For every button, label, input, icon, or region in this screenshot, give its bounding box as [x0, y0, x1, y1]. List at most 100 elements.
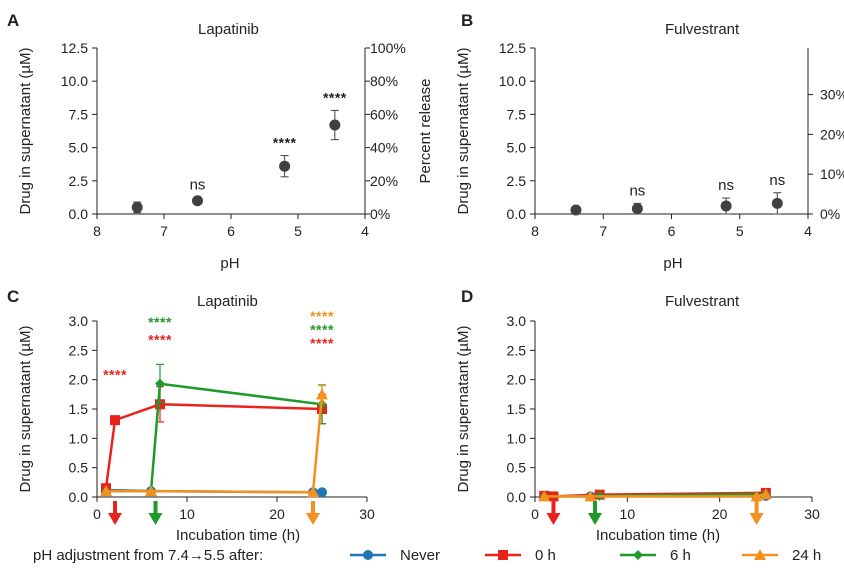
y2-tick-label: 40%	[370, 140, 398, 156]
significance-label: ****	[310, 335, 334, 351]
data-point	[145, 485, 157, 497]
significance-label: ns	[629, 182, 645, 199]
y-tick-label: 10.0	[61, 73, 88, 89]
x-tick-label: 8	[93, 223, 101, 239]
panel-d: D Fulvestrant 0.0 0.5 1.0 1.5 2.0 2.5 3.0 0 10 20 30…	[455, 287, 820, 544]
data-point	[720, 200, 732, 212]
data-point	[279, 160, 291, 172]
x-tick-label: 4	[804, 223, 812, 239]
data-point	[155, 399, 165, 410]
legend-label: 6 h	[670, 547, 691, 564]
panel-b: B Fulvestrant 0.0 2.5 5.0 7.5 10.0 12.5 0% 10% 20%…	[455, 11, 844, 272]
y-tick-label: 1.5	[69, 401, 89, 417]
arrow-icon	[148, 501, 163, 525]
panel-letter: A	[7, 11, 19, 30]
y-tick-label: 10.0	[499, 73, 526, 89]
data-point	[192, 195, 203, 207]
significance-label: ****	[273, 135, 297, 151]
y-tick-label: 1.0	[507, 430, 527, 446]
x-tick-label: 6	[227, 223, 235, 239]
y-tick-label: 12.5	[61, 40, 88, 56]
data-point	[771, 197, 783, 209]
significance-label: ****	[310, 321, 334, 337]
x-tick-label: 30	[804, 506, 820, 522]
y2-tick-label: 80%	[370, 73, 398, 89]
y-tick-label: 5.0	[507, 140, 527, 156]
y-tick-label: 7.5	[507, 106, 527, 122]
y-tick-label: 0.5	[69, 460, 89, 476]
x-axis-label: pH	[663, 255, 682, 272]
y-tick-label: 5.0	[69, 140, 89, 156]
data-point	[307, 486, 319, 498]
x-tick-label: 30	[359, 506, 375, 522]
y-tick-label: 0.0	[69, 489, 89, 505]
y-tick-label: 2.5	[507, 342, 527, 358]
y-tick-label: 2.0	[69, 372, 89, 388]
legend-marker	[363, 550, 373, 560]
arrow-icon	[306, 501, 320, 525]
chart-title: Fulvestrant	[665, 21, 740, 38]
data-point	[584, 490, 597, 502]
y-tick-label: 3.0	[507, 313, 527, 329]
y2-tick-label: 60%	[370, 106, 398, 122]
significance-label: ns	[190, 176, 206, 193]
y-tick-label: 0.0	[507, 206, 527, 222]
data-point	[155, 378, 165, 389]
significance-label: ****	[148, 331, 172, 347]
y2-tick-label: 100%	[370, 40, 406, 56]
data-point	[317, 487, 327, 498]
y2-axis-label: Percent release	[417, 78, 434, 183]
y-tick-label: 12.5	[499, 40, 526, 56]
series-line	[544, 492, 767, 498]
panel-a: A Lapatinib 0.0 2.5 5.0 7.5 10.0 12.5 0% 20% 40% 60…	[7, 11, 434, 272]
data-point	[110, 415, 120, 426]
legend: pH adjustment from 7.4→5.5 after: Never 0 …	[33, 547, 821, 564]
y-tick-label: 1.0	[69, 430, 89, 446]
significance-label: ****	[103, 367, 127, 383]
significance-label: ****	[323, 89, 347, 105]
x-axis-label: Incubation time (h)	[176, 527, 300, 544]
legend-label: 24 h	[792, 547, 821, 564]
y-axis-label: Drug in supernatant (µM)	[17, 47, 34, 214]
x-tick-label: 7	[599, 223, 607, 239]
x-tick-label: 8	[531, 223, 539, 239]
chart-title: Lapatinib	[197, 293, 258, 310]
x-tick-label: 0	[93, 506, 101, 522]
data-point	[570, 204, 582, 216]
chart-title: Lapatinib	[198, 21, 259, 38]
significance-label: ****	[310, 308, 334, 324]
chart-title: Fulvestrant	[665, 293, 740, 310]
data-point	[100, 485, 112, 497]
arrow-icon	[108, 501, 122, 525]
arrow-icon	[588, 501, 603, 525]
y2-tick-label: 0%	[820, 206, 840, 222]
y-tick-label: 2.5	[69, 173, 89, 189]
legend-marker	[754, 549, 766, 560]
y-tick-label: 1.5	[507, 401, 527, 417]
y-tick-label: 2.5	[507, 173, 527, 189]
data-point	[131, 201, 143, 213]
panel-letter: C	[7, 287, 19, 306]
panel-c: C Lapatinib 0.0 0.5 1.0 1.5 2.0 2.5 3.0 0 10 20 30 In…	[7, 287, 375, 544]
y-tick-label: 0.0	[507, 489, 527, 505]
y-tick-label: 3.0	[69, 313, 89, 329]
arrow-icon	[546, 501, 561, 525]
y2-tick-label: 30%	[820, 87, 844, 103]
y-axis-label: Drug in supernatant (µM)	[17, 325, 34, 492]
x-tick-label: 0	[531, 506, 539, 522]
x-tick-label: 5	[294, 223, 302, 239]
series-line	[106, 394, 324, 494]
y-tick-label: 2.5	[69, 342, 89, 358]
legend-marker	[498, 550, 508, 560]
x-axis-label: pH	[220, 255, 239, 272]
data-point	[329, 119, 341, 131]
y2-tick-label: 0%	[370, 206, 390, 222]
panel-letter: B	[461, 11, 473, 30]
x-tick-label: 4	[361, 223, 369, 239]
x-tick-label: 20	[712, 506, 728, 522]
data-point	[750, 490, 763, 502]
y-tick-label: 0.5	[507, 460, 527, 476]
y-axis-label: Drug in supernatant (µM)	[455, 325, 472, 492]
significance-label: ns	[769, 172, 785, 189]
y-tick-label: 0.0	[69, 206, 89, 222]
